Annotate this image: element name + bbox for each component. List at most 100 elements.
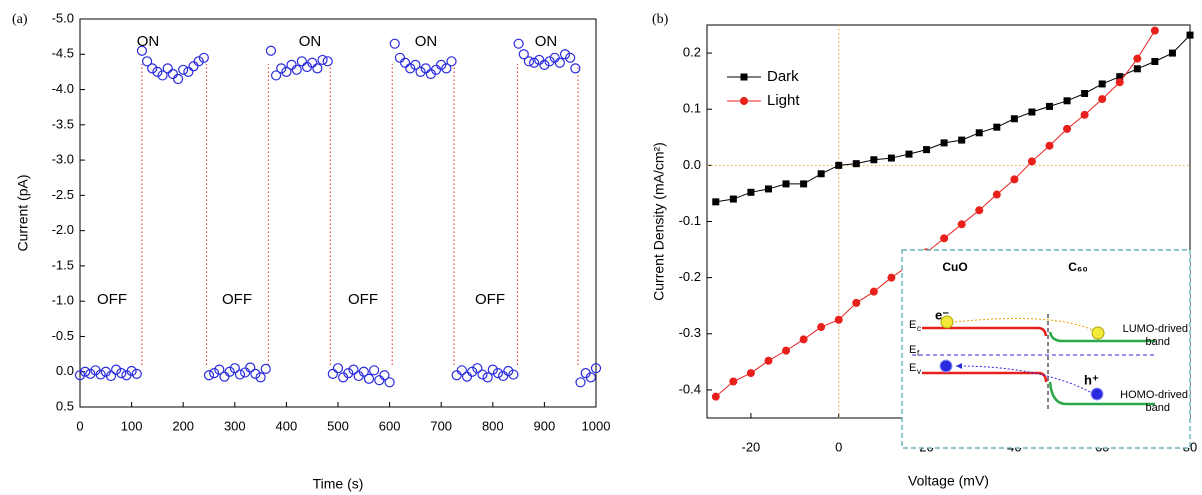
data-point [590,363,602,374]
band-line [922,326,1048,337]
data-point [436,59,447,70]
data-point [312,63,323,74]
y-tick-label: -1.5 [52,257,74,272]
data-point [456,365,467,376]
data-point [131,368,142,379]
data-point [1150,26,1159,35]
legend-marker [740,73,748,81]
data-point [1098,95,1107,104]
x-tick-label: -20 [742,439,761,454]
data-point [209,368,220,379]
data-point [477,369,488,380]
x-tick-label: 100 [121,418,143,433]
data-point [800,180,808,188]
data-point [162,63,173,74]
data-point [711,392,720,401]
data-point [255,372,266,383]
data-point [852,160,860,168]
data-point [240,367,251,378]
data-point [539,59,550,70]
data-point [940,234,949,243]
material-label: CuO [942,260,967,274]
data-point [482,372,493,383]
x-axis-label: Voltage (mV) [908,473,989,489]
data-point [975,206,984,215]
y-tick-label: -3.0 [52,152,74,167]
data-point [1098,80,1106,88]
data-point [461,371,473,382]
data-point [105,370,117,382]
data-point [379,370,390,381]
electron [940,315,954,329]
data-point [1133,54,1142,63]
y-axis-label: Current Density (mA/cm²) [651,142,667,301]
data-point [193,56,204,67]
data-point [782,346,791,355]
y-tick-label: -2.0 [52,222,74,237]
data-point [95,369,106,380]
band-line [1048,331,1155,343]
data-point [343,368,354,379]
data-point [1133,65,1141,73]
data-point [940,139,948,147]
data-point [870,156,878,164]
y-tick-label: 0.5 [56,398,74,413]
data-point [219,371,230,382]
data-point [729,377,738,386]
data-point [852,298,861,307]
data-point [260,363,271,375]
data-point [764,185,772,193]
data-point [1081,89,1089,97]
data-point [234,369,246,380]
data-point [250,368,261,379]
data-point [229,363,240,374]
data-point [1168,49,1176,57]
data-point [817,323,826,332]
panel-label: (a) [12,12,28,27]
data-point [554,57,565,68]
data-point [467,366,478,377]
arrow [954,317,1094,331]
data-point [887,273,896,282]
annotation: ON [137,33,160,50]
data-point [492,368,504,379]
inset: CuO C₆₀ E c E f E v e⁻ h⁺ LUMO-drived ba… [901,249,1191,449]
x-tick-label: 400 [276,418,298,433]
y-tick-label: 0.2 [683,45,701,60]
data-point [348,364,359,375]
data-point [188,61,199,72]
data-point [157,70,168,81]
data-point [559,49,571,60]
data-point [384,377,395,388]
data-point [111,364,122,375]
data-point [1063,124,1072,133]
data-point [270,70,282,81]
data-point [214,364,225,375]
data-point [1080,110,1089,119]
band-label: LUMO-drived [1123,323,1188,335]
level-label: E [909,319,916,331]
hole [939,359,953,373]
inset-frame [901,249,1191,449]
data-point [167,68,178,80]
x-tick-label: 500 [327,418,349,433]
data-point [291,64,302,75]
data-point [80,366,91,377]
y-tick-label: -1.0 [52,293,74,308]
data-point [85,368,96,379]
carrier-label: h⁺ [1084,372,1099,387]
data-point [523,56,535,67]
data-point [369,365,380,376]
data-point [136,45,148,56]
level-label: E [909,344,916,356]
annotation: OFF [475,291,505,308]
arrow-head [956,363,962,369]
data-point [446,56,457,67]
data-point [544,56,555,67]
data-point [747,188,755,196]
data-point [834,315,843,324]
data-point [265,45,277,56]
annotation: OFF [348,291,378,308]
x-tick-label: 600 [379,418,401,433]
